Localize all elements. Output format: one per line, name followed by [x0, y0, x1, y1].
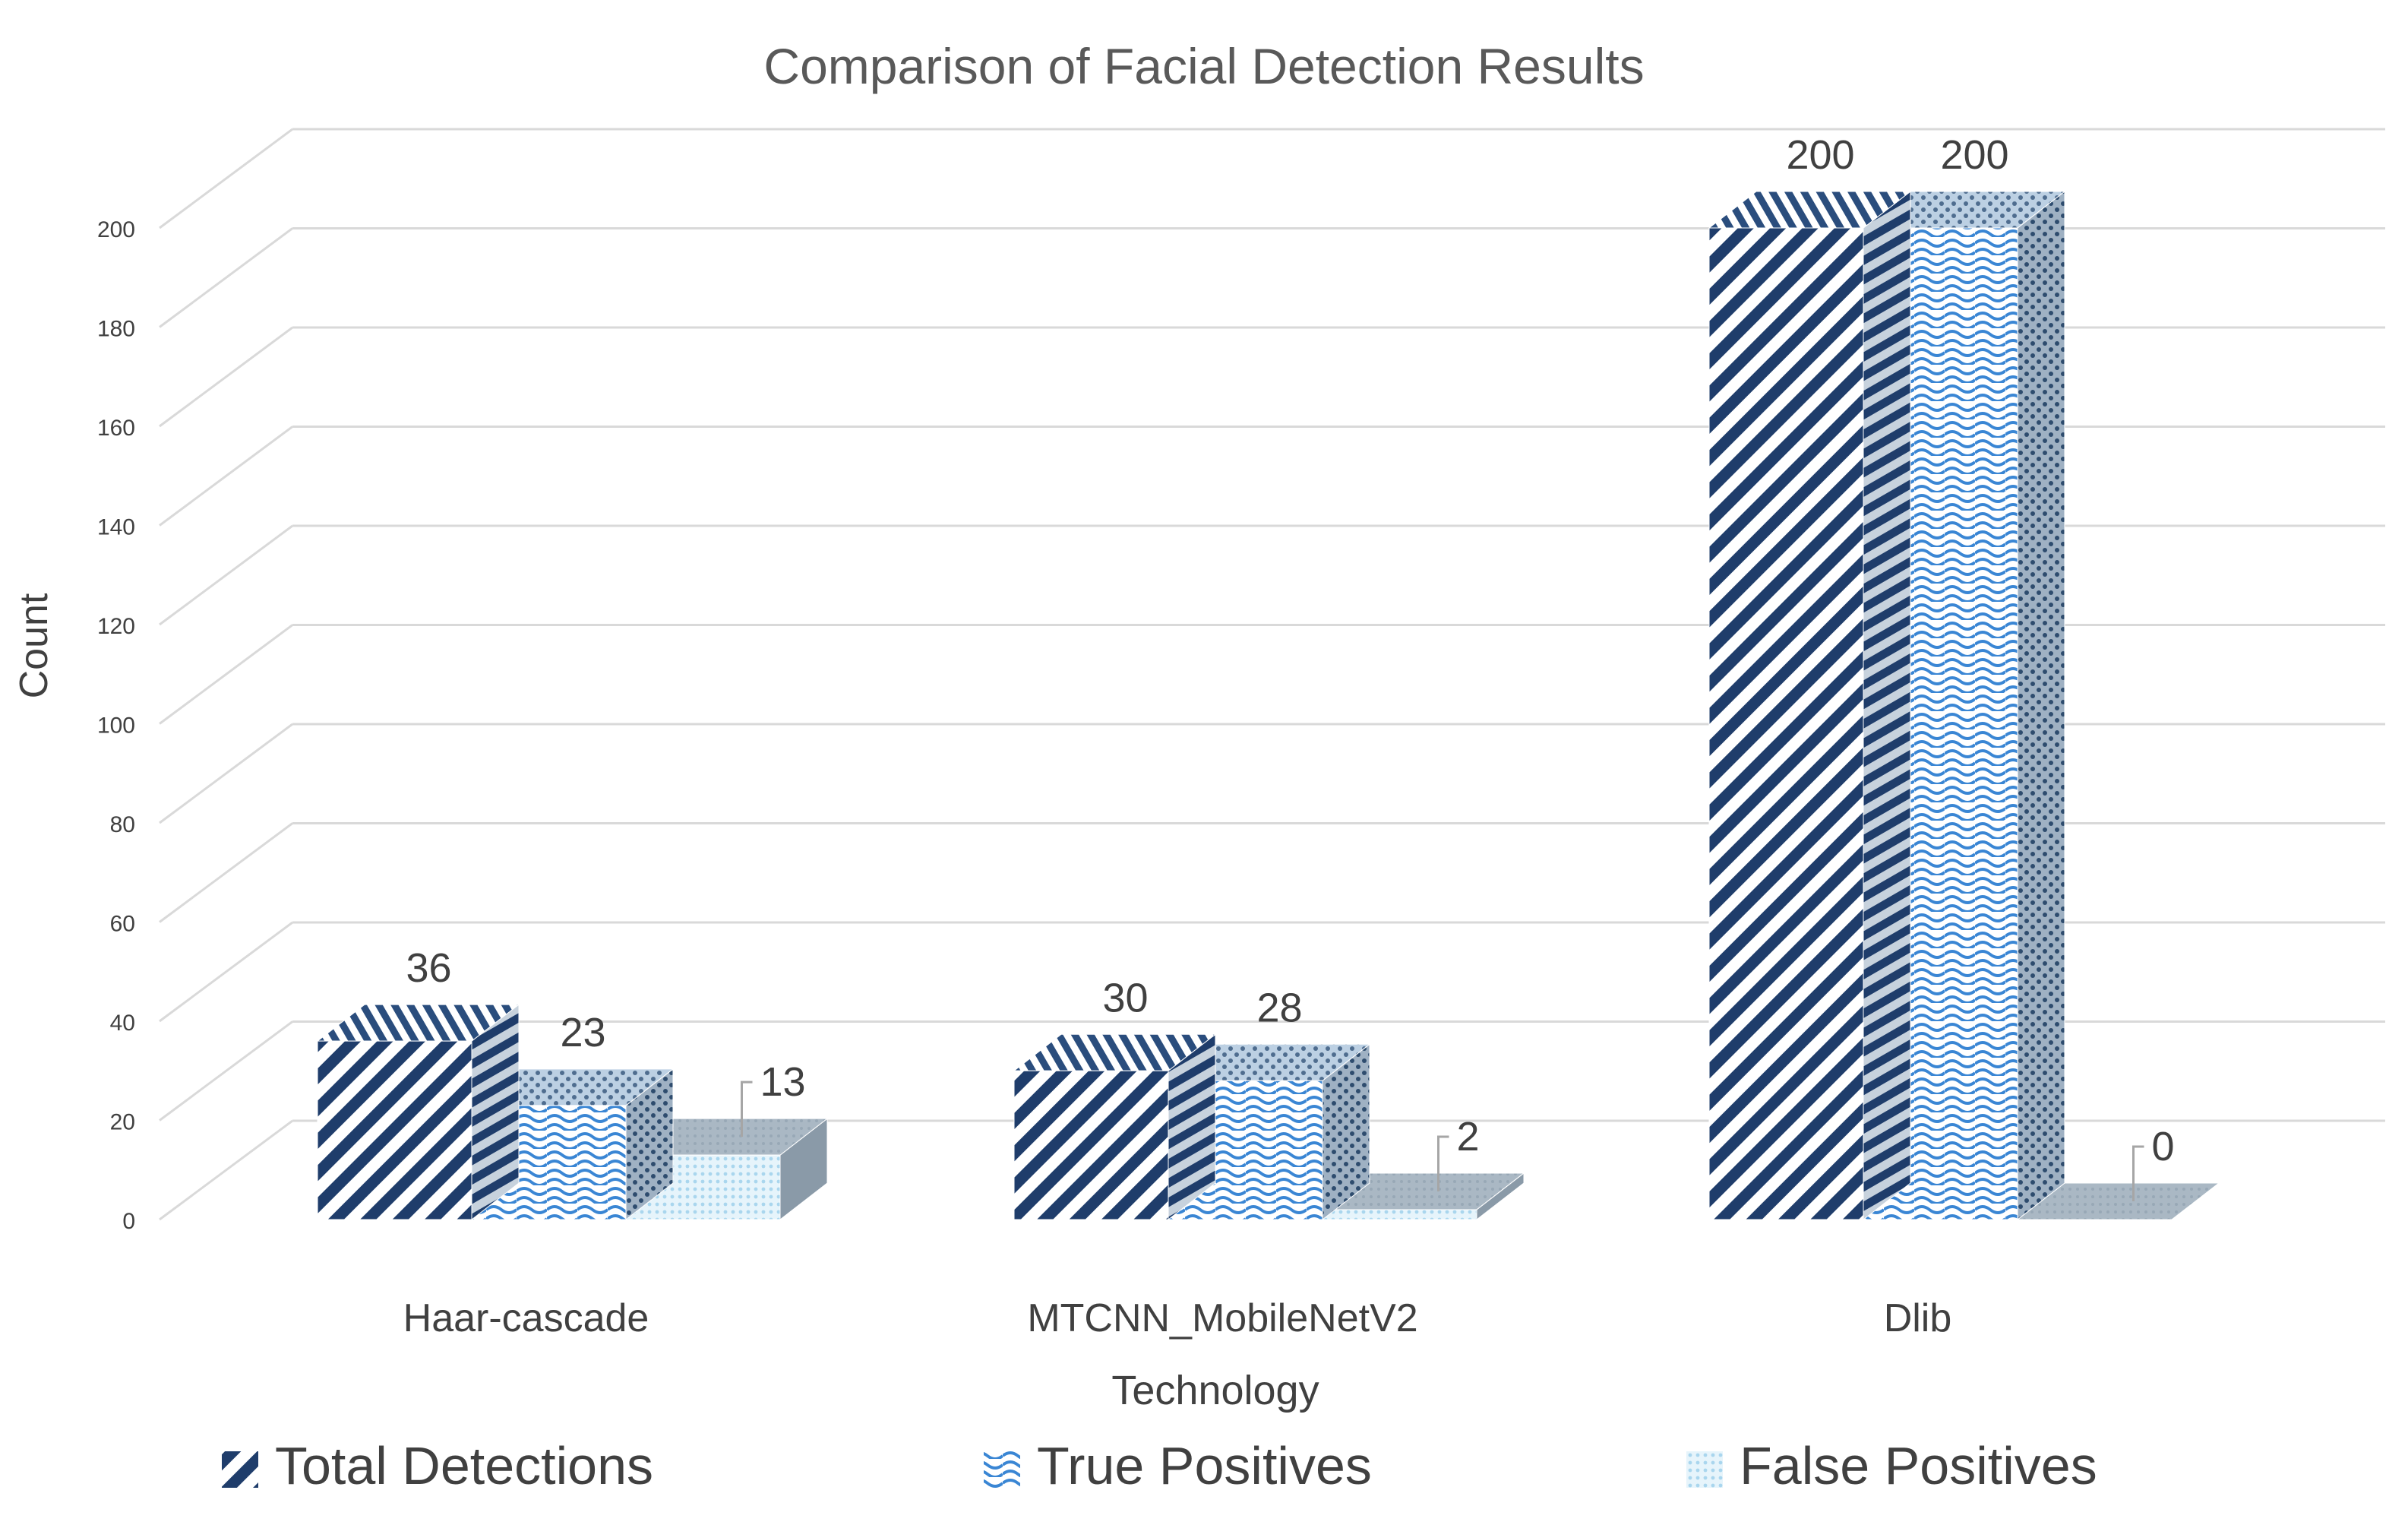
category-label: Haar-cascade: [403, 1296, 649, 1340]
gridline-diagonal: [159, 524, 293, 626]
y-tick-label: 160: [97, 416, 135, 441]
bar-total-detections: [316, 1004, 520, 1221]
bar-front: [1708, 227, 1864, 1220]
leader-line: [1437, 1135, 1449, 1191]
data-label: 0: [2152, 1124, 2175, 1169]
bar-front: [317, 1040, 472, 1220]
y-tick-label: 60: [110, 912, 135, 937]
legend-swatch: [1686, 1451, 1723, 1488]
x-axis-title: Technology: [1111, 1368, 1319, 1413]
gridline-diagonal: [159, 326, 293, 428]
y-tick-label: 120: [97, 614, 135, 639]
gridline-diagonal: [159, 723, 293, 824]
y-tick-label: 180: [97, 317, 135, 342]
bar-side: [471, 1004, 520, 1221]
gridline-diagonal: [159, 227, 293, 328]
y-tick-label: 140: [97, 515, 135, 540]
y-tick-label: 200: [97, 217, 135, 242]
legend-label: Total Detections: [275, 1436, 653, 1495]
leader-line: [741, 1080, 753, 1137]
data-label: 200: [1940, 132, 2008, 178]
gridline-diagonal: [159, 1119, 293, 1221]
legend-label: False Positives: [1740, 1436, 2097, 1495]
gridline-diagonal: [159, 1020, 293, 1122]
legend-swatch: [984, 1451, 1020, 1488]
legend-label: True Positives: [1037, 1436, 1372, 1495]
y-tick-label: 100: [97, 713, 135, 739]
bar-total-detections: [1708, 190, 1912, 1221]
legend: Total Detections True Positives False Posi…: [222, 1436, 2097, 1495]
legend-item: False Positives: [1686, 1436, 2097, 1495]
y-axis-title: Count: [12, 593, 56, 698]
bars: [316, 190, 2220, 1221]
bar-front: [1013, 1070, 1169, 1220]
bar-side: [1863, 190, 1911, 1221]
bar-false-positives: [1321, 1172, 1525, 1221]
x-axis-categories: Haar-cascade MTCNN_MobileNetV2 Dlib: [403, 1296, 1952, 1340]
gridline-diagonal: [159, 128, 293, 229]
y-tick-label: 40: [110, 1011, 135, 1036]
y-tick-label: 80: [110, 812, 135, 837]
y-axis-ticks: 0 20 40 60 80 100 120 140 160 180 200: [97, 217, 135, 1234]
y-tick-label: 20: [110, 1110, 135, 1135]
gridline-diagonal: [159, 426, 293, 527]
bar-front: [1322, 1209, 1477, 1220]
gridline-diagonal: [159, 822, 293, 923]
data-label: 28: [1256, 985, 1302, 1030]
y-tick-label: 0: [122, 1209, 135, 1234]
data-label: 23: [560, 1010, 605, 1055]
data-labels: 36 23 13 30 28 2 200 200 0: [406, 132, 2175, 1201]
category-label: MTCNN_MobileNetV2: [1027, 1296, 1417, 1340]
gridline-diagonal: [159, 921, 293, 1023]
gridline-diagonal: [159, 624, 293, 725]
data-label: 2: [1457, 1114, 1480, 1160]
legend-item: True Positives: [984, 1436, 1372, 1495]
bar-side: [2017, 190, 2065, 1221]
data-label: 30: [1102, 975, 1148, 1020]
data-label: 200: [1786, 132, 1854, 178]
leader-line: [2132, 1145, 2144, 1201]
legend-swatch: [222, 1451, 258, 1488]
legend-item: Total Detections: [222, 1436, 653, 1495]
data-label: 36: [406, 945, 451, 991]
category-label: Dlib: [1884, 1296, 1952, 1340]
chart-title: Comparison of Facial Detection Results: [763, 38, 1644, 94]
data-label: 13: [760, 1059, 806, 1105]
bar-total-detections: [1013, 1033, 1217, 1221]
